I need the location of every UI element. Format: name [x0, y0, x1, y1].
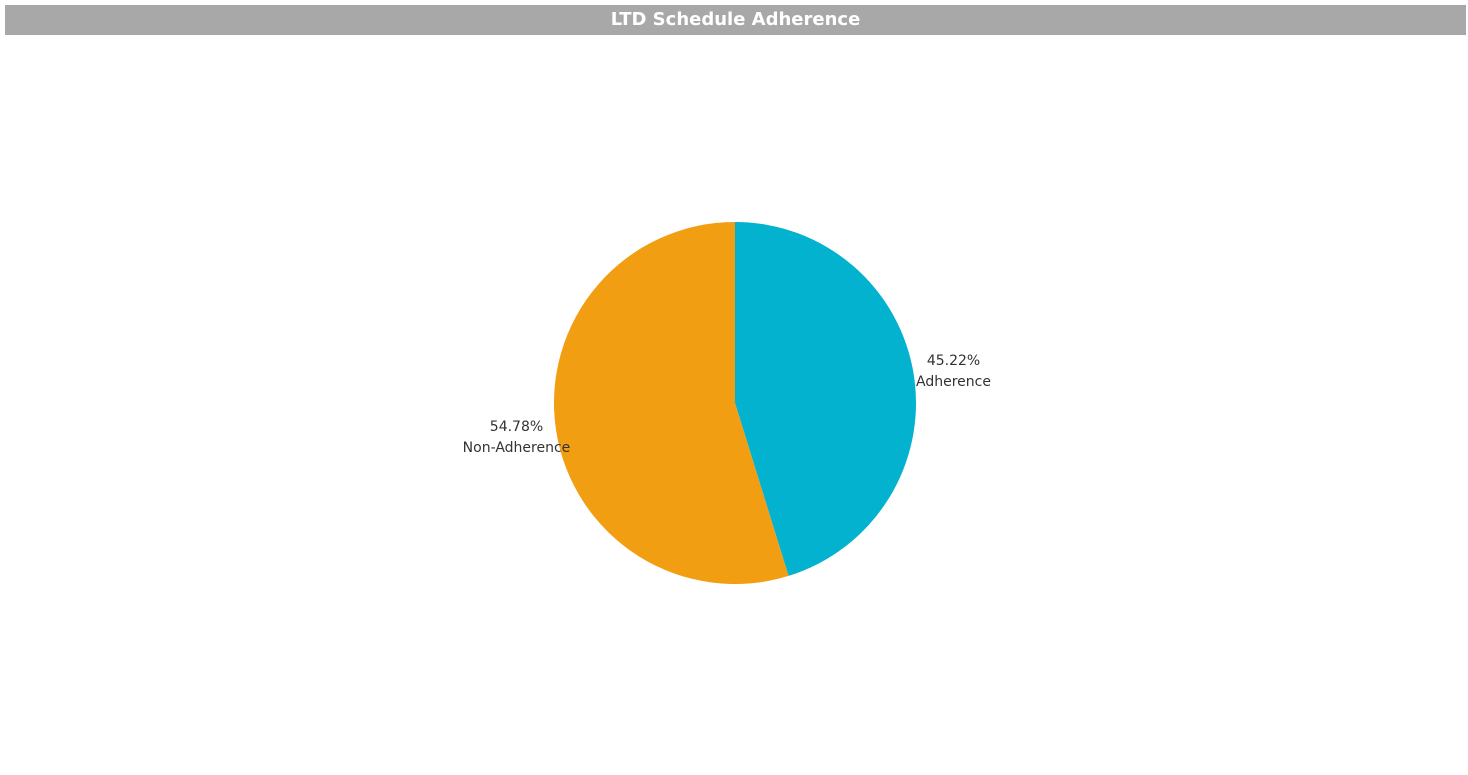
- slice-category-label: Non-Adherence: [463, 440, 571, 456]
- slice-value-label: 45.22%: [927, 353, 980, 369]
- pie-slice-adherence[interactable]: [735, 222, 916, 576]
- chart-area: 45.22% Adherence 54.78% Non-Adherence: [0, 35, 1468, 771]
- slice-category-label: Adherence: [916, 374, 991, 390]
- pie-slice-non-adherence[interactable]: [554, 222, 789, 584]
- chart-title: LTD Schedule Adherence: [5, 5, 1466, 35]
- slice-value-label: 54.78%: [490, 419, 543, 435]
- pie-chart: 45.22% Adherence 54.78% Non-Adherence: [463, 222, 991, 584]
